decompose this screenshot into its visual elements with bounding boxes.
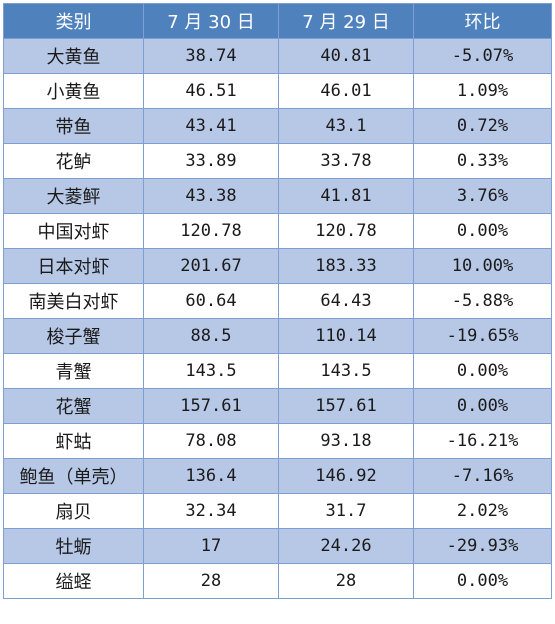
header-jul29: 7 月 29 日 xyxy=(278,3,414,39)
cell-change: -5.88% xyxy=(413,283,552,319)
table-row: 小黄鱼 46.51 46.01 1.09% xyxy=(3,73,552,109)
header-change: 环比 xyxy=(413,3,552,39)
table-row: 大菱鲆 43.38 41.81 3.76% xyxy=(3,178,552,214)
cell-change: 0.00% xyxy=(413,388,552,424)
table-row: 中国对虾 120.78 120.78 0.00% xyxy=(3,213,552,249)
cell-jul30-price: 43.38 xyxy=(143,178,279,214)
table-body: 大黄鱼 38.74 40.81 -5.07% 小黄鱼 46.51 46.01 1.09% 带鱼 4… xyxy=(3,38,552,599)
price-comparison-table: 类别 7 月 30 日 7 月 29 日 环比 大黄鱼 38.74 40.81 -5.… xyxy=(3,3,552,599)
header-category: 类别 xyxy=(3,3,144,39)
table-row: 虾蛄 78.08 93.18 -16.21% xyxy=(3,423,552,459)
cell-jul29-price: 28 xyxy=(278,563,414,599)
cell-jul29-price: 146.92 xyxy=(278,458,414,494)
table-row: 缢蛏 28 28 0.00% xyxy=(3,563,552,599)
cell-jul29-price: 31.7 xyxy=(278,493,414,529)
cell-category: 带鱼 xyxy=(3,108,144,144)
cell-jul30-price: 120.78 xyxy=(143,213,279,249)
cell-category: 日本对虾 xyxy=(3,248,144,284)
cell-change: -7.16% xyxy=(413,458,552,494)
cell-jul29-price: 46.01 xyxy=(278,73,414,109)
cell-jul29-price: 120.78 xyxy=(278,213,414,249)
cell-change: 0.33% xyxy=(413,143,552,179)
cell-category: 缢蛏 xyxy=(3,563,144,599)
cell-jul30-price: 17 xyxy=(143,528,279,564)
cell-jul29-price: 110.14 xyxy=(278,318,414,354)
table-row: 梭子蟹 88.5 110.14 -19.65% xyxy=(3,318,552,354)
cell-change: -29.93% xyxy=(413,528,552,564)
cell-jul29-price: 183.33 xyxy=(278,248,414,284)
cell-jul30-price: 32.34 xyxy=(143,493,279,529)
cell-category: 大黄鱼 xyxy=(3,38,144,74)
cell-change: -19.65% xyxy=(413,318,552,354)
cell-category: 中国对虾 xyxy=(3,213,144,249)
cell-jul29-price: 33.78 xyxy=(278,143,414,179)
table-row: 大黄鱼 38.74 40.81 -5.07% xyxy=(3,38,552,74)
cell-category: 鲍鱼（单壳） xyxy=(3,458,144,494)
cell-category: 青蟹 xyxy=(3,353,144,389)
cell-jul29-price: 157.61 xyxy=(278,388,414,424)
cell-jul30-price: 88.5 xyxy=(143,318,279,354)
cell-jul30-price: 46.51 xyxy=(143,73,279,109)
cell-jul30-price: 43.41 xyxy=(143,108,279,144)
cell-jul30-price: 201.67 xyxy=(143,248,279,284)
cell-jul29-price: 24.26 xyxy=(278,528,414,564)
table-row: 鲍鱼（单壳） 136.4 146.92 -7.16% xyxy=(3,458,552,494)
cell-jul30-price: 28 xyxy=(143,563,279,599)
cell-jul30-price: 136.4 xyxy=(143,458,279,494)
cell-jul29-price: 43.1 xyxy=(278,108,414,144)
cell-change: 2.02% xyxy=(413,493,552,529)
cell-change: 0.00% xyxy=(413,213,552,249)
table-row: 南美白对虾 60.64 64.43 -5.88% xyxy=(3,283,552,319)
table-row: 花鲈 33.89 33.78 0.33% xyxy=(3,143,552,179)
cell-category: 南美白对虾 xyxy=(3,283,144,319)
cell-change: 0.72% xyxy=(413,108,552,144)
table-row: 日本对虾 201.67 183.33 10.00% xyxy=(3,248,552,284)
table-row: 花蟹 157.61 157.61 0.00% xyxy=(3,388,552,424)
cell-category: 扇贝 xyxy=(3,493,144,529)
cell-category: 花蟹 xyxy=(3,388,144,424)
cell-jul30-price: 60.64 xyxy=(143,283,279,319)
cell-change: 1.09% xyxy=(413,73,552,109)
header-row: 类别 7 月 30 日 7 月 29 日 环比 xyxy=(3,3,552,39)
table-row: 带鱼 43.41 43.1 0.72% xyxy=(3,108,552,144)
cell-jul29-price: 64.43 xyxy=(278,283,414,319)
cell-category: 梭子蟹 xyxy=(3,318,144,354)
cell-change: 10.00% xyxy=(413,248,552,284)
cell-change: -16.21% xyxy=(413,423,552,459)
table-row: 扇贝 32.34 31.7 2.02% xyxy=(3,493,552,529)
cell-category: 花鲈 xyxy=(3,143,144,179)
cell-change: 0.00% xyxy=(413,353,552,389)
cell-jul30-price: 157.61 xyxy=(143,388,279,424)
cell-jul30-price: 38.74 xyxy=(143,38,279,74)
cell-jul29-price: 93.18 xyxy=(278,423,414,459)
table-header: 类别 7 月 30 日 7 月 29 日 环比 xyxy=(3,3,552,39)
cell-category: 大菱鲆 xyxy=(3,178,144,214)
cell-change: 3.76% xyxy=(413,178,552,214)
cell-category: 牡蛎 xyxy=(3,528,144,564)
cell-change: -5.07% xyxy=(413,38,552,74)
cell-jul29-price: 41.81 xyxy=(278,178,414,214)
header-jul30: 7 月 30 日 xyxy=(143,3,279,39)
cell-jul30-price: 78.08 xyxy=(143,423,279,459)
table-row: 牡蛎 17 24.26 -29.93% xyxy=(3,528,552,564)
cell-change: 0.00% xyxy=(413,563,552,599)
cell-jul29-price: 40.81 xyxy=(278,38,414,74)
cell-jul30-price: 33.89 xyxy=(143,143,279,179)
price-table-container: 类别 7 月 30 日 7 月 29 日 环比 大黄鱼 38.74 40.81 -5.… xyxy=(3,3,552,599)
table-row: 青蟹 143.5 143.5 0.00% xyxy=(3,353,552,389)
cell-category: 虾蛄 xyxy=(3,423,144,459)
cell-jul30-price: 143.5 xyxy=(143,353,279,389)
cell-jul29-price: 143.5 xyxy=(278,353,414,389)
cell-category: 小黄鱼 xyxy=(3,73,144,109)
